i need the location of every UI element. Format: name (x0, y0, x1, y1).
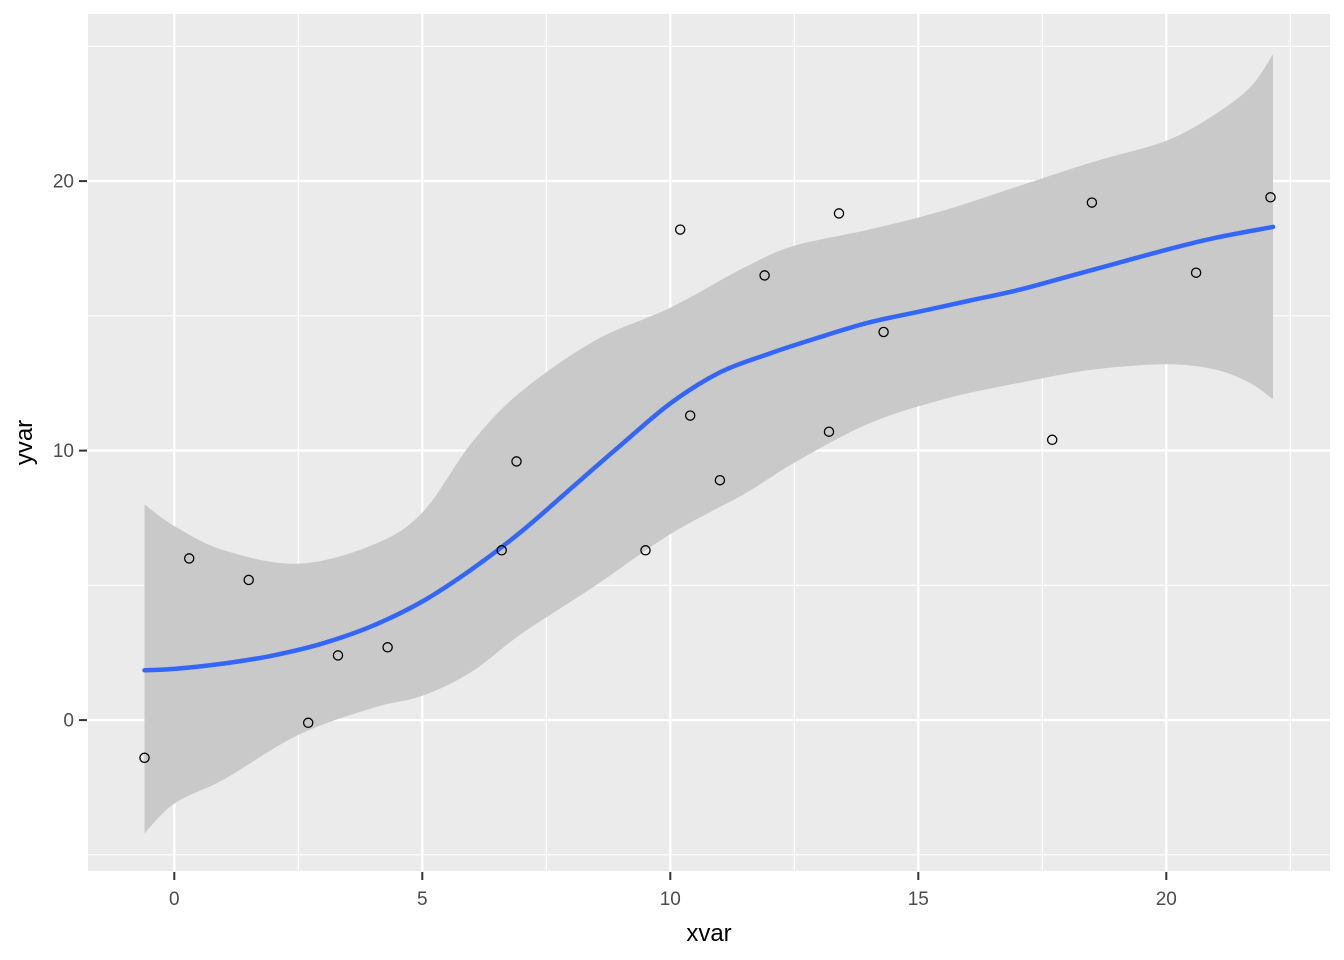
y-tick-label: 20 (53, 172, 74, 193)
y-tick-label: 10 (53, 441, 74, 462)
data-point (243, 574, 254, 586)
y-tick-label: 0 (63, 711, 74, 732)
data-point (382, 642, 393, 653)
data-point (1190, 267, 1202, 278)
smooth-line (142, 224, 1276, 673)
axis-tick-marks (79, 180, 1168, 880)
y-axis-title: yvar (11, 420, 38, 465)
data-point (674, 224, 686, 235)
x-tick-label: 15 (908, 889, 929, 910)
data-point (1046, 434, 1058, 446)
x-tick-label: 10 (660, 889, 681, 910)
chart-root: 0 5 10 15 20 0 10 20 (53, 14, 1330, 910)
data-point (759, 270, 770, 281)
confidence-band (144, 54, 1273, 834)
data-point (714, 474, 726, 486)
data-point (1086, 197, 1098, 208)
data-point (833, 208, 845, 219)
y-axis-tick-labels: 0 10 20 (53, 172, 74, 732)
data-point (183, 553, 195, 564)
x-tick-label: 5 (417, 889, 428, 910)
data-point (511, 456, 522, 467)
x-axis-title: xvar (686, 920, 731, 947)
data-point (823, 426, 835, 437)
data-point (332, 650, 344, 661)
data-point (640, 545, 651, 556)
data-point (1265, 192, 1276, 203)
data-points (139, 192, 1276, 764)
x-tick-label: 0 (169, 889, 180, 910)
data-point (878, 326, 889, 338)
data-point (139, 752, 150, 764)
data-point (684, 410, 696, 421)
x-axis-tick-labels: 0 5 10 15 20 (169, 889, 1177, 910)
x-tick-label: 20 (1156, 889, 1177, 910)
data-point (302, 717, 314, 729)
data-point (496, 545, 507, 556)
